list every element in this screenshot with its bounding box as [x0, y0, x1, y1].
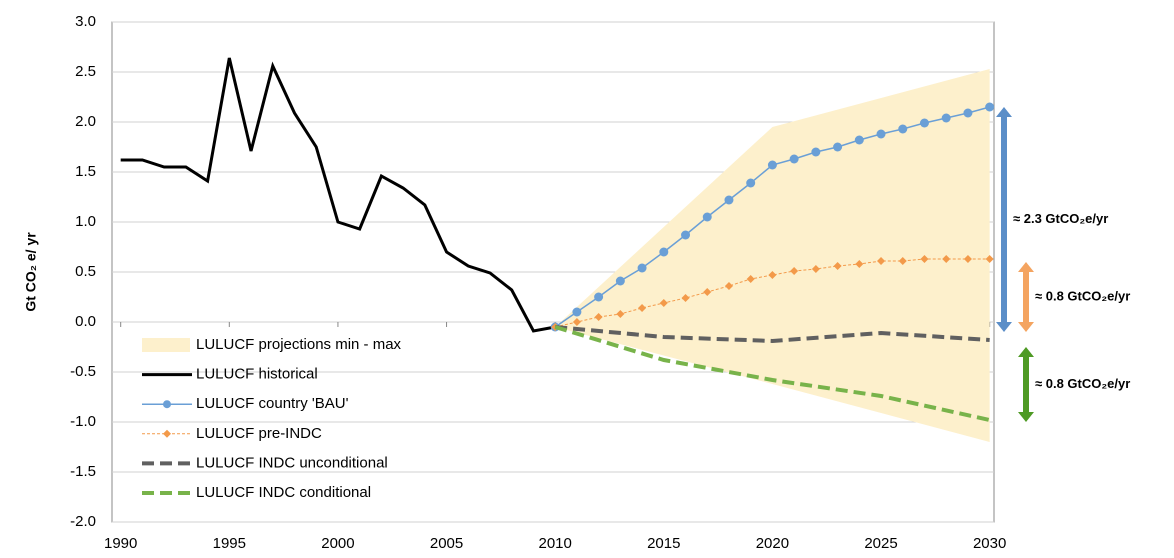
point: [659, 299, 668, 307]
arrow-head: [1018, 262, 1034, 272]
legend: LULUCF projections min - max LULUCF histo…: [142, 336, 402, 501]
y-axis-label: Gt CO₂ e/ yr: [23, 232, 39, 312]
point: [919, 118, 929, 128]
point: [572, 307, 582, 317]
legend-label: LULUCF INDC unconditional: [196, 454, 388, 471]
series-line: [554, 325, 991, 422]
point: [811, 147, 821, 157]
legend-marker: [163, 400, 171, 409]
point: [963, 108, 973, 118]
y-tick-label: -1.5: [70, 463, 96, 480]
x-tick-label: 2005: [430, 535, 463, 552]
point: [985, 102, 995, 112]
point: [594, 313, 603, 321]
legend-label: LULUCF country 'BAU': [196, 395, 349, 412]
arrow-head: [996, 322, 1012, 332]
point: [594, 292, 604, 302]
legend-swatch: [142, 338, 190, 352]
x-tick-label: 2015: [647, 535, 680, 552]
y-tick-label: 1.5: [75, 163, 96, 180]
point: [877, 257, 886, 265]
y-tick-label: -1.0: [70, 413, 96, 430]
arrow-head: [1018, 347, 1034, 357]
point: [768, 271, 777, 279]
series-line: [554, 325, 990, 344]
point: [615, 276, 625, 286]
arrow-head: [1018, 322, 1034, 332]
point: [703, 288, 712, 296]
arrow-head: [996, 107, 1012, 117]
legend-marker: [163, 429, 171, 438]
point: [616, 310, 625, 318]
point: [833, 142, 843, 152]
point: [898, 124, 908, 134]
point: [746, 178, 756, 188]
point: [681, 294, 690, 302]
point: [724, 195, 734, 205]
range-arrow: [996, 107, 1012, 332]
point: [790, 267, 799, 275]
range-band: [555, 69, 990, 442]
point: [638, 304, 647, 312]
x-tick-label: 2020: [756, 535, 789, 552]
point: [572, 318, 581, 326]
point: [942, 255, 951, 263]
point: [898, 257, 907, 265]
y-tick-label: -0.5: [70, 363, 96, 380]
point: [767, 160, 777, 170]
point: [789, 154, 799, 164]
legend-label: LULUCF projections min - max: [196, 336, 402, 353]
point: [681, 230, 691, 240]
y-tick-label: 0.5: [75, 263, 96, 280]
point: [920, 255, 929, 263]
series-line: [120, 57, 556, 333]
point: [876, 129, 886, 139]
point: [985, 255, 994, 263]
y-tick-label: 1.0: [75, 213, 96, 230]
y-tick-label: 0.0: [75, 313, 96, 330]
x-tick-label: 2030: [973, 535, 1006, 552]
point: [855, 260, 864, 268]
point: [811, 265, 820, 273]
point: [746, 275, 755, 283]
y-tick-label: -2.0: [70, 513, 96, 530]
point: [637, 263, 647, 273]
x-tick-label: 2010: [538, 535, 571, 552]
annotation: ≈ 0.8 GtCO₂e/yr: [1035, 288, 1130, 303]
x-tick-label: 2000: [321, 535, 354, 552]
point: [702, 212, 712, 222]
range-arrow: [1018, 347, 1034, 422]
legend-label: LULUCF historical: [196, 366, 318, 383]
point: [963, 255, 972, 263]
annotation: ≈ 2.3 GtCO₂e/yr: [1013, 211, 1108, 226]
point: [941, 113, 951, 123]
legend-label: LULUCF pre-INDC: [196, 425, 322, 442]
y-tick-label: 2.0: [75, 113, 96, 130]
point: [659, 247, 669, 257]
point: [854, 135, 864, 145]
x-tick-label: 2025: [864, 535, 897, 552]
x-tick-label: 1995: [213, 535, 246, 552]
annotation: ≈ 0.8 GtCO₂e/yr: [1035, 376, 1130, 391]
arrow-head: [1018, 412, 1034, 422]
point: [833, 262, 842, 270]
range-arrow: [1018, 262, 1034, 332]
x-tick-label: 1990: [104, 535, 137, 552]
y-tick-label: 3.0: [75, 13, 96, 30]
y-tick-label: 2.5: [75, 63, 96, 80]
legend-label: LULUCF INDC conditional: [196, 484, 371, 501]
point: [724, 282, 733, 290]
